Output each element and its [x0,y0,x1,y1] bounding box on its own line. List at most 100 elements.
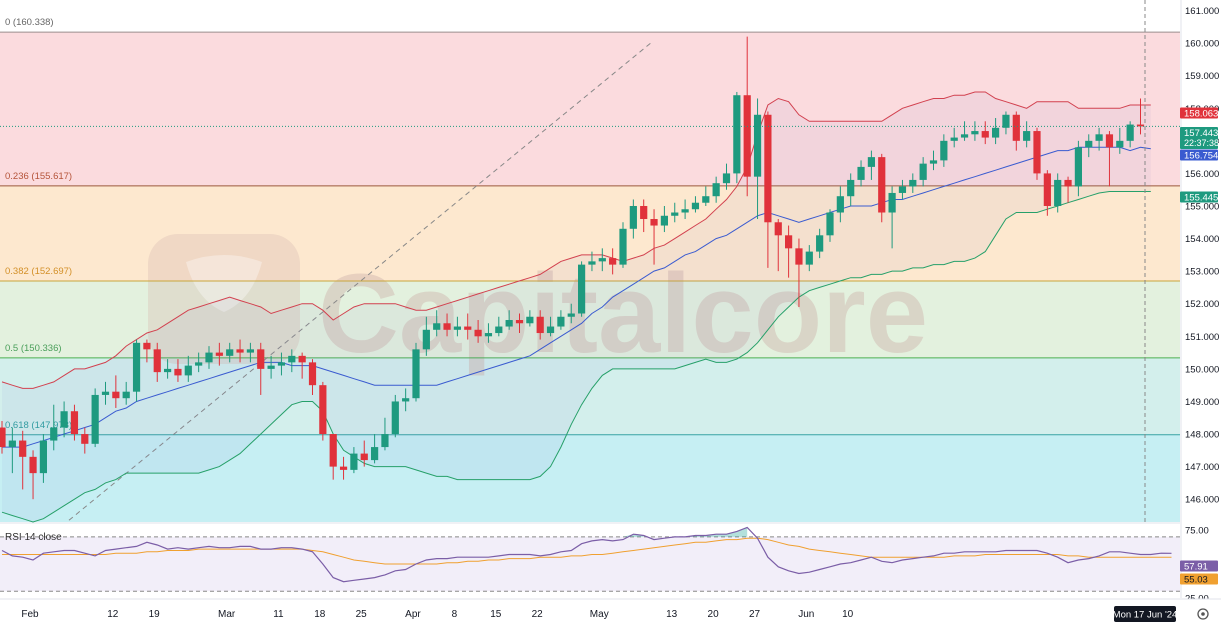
candle-up[interactable] [350,447,358,474]
candle-down[interactable] [19,430,27,490]
candle-down[interactable] [536,310,544,340]
candle-down[interactable] [81,427,89,454]
candle-up[interactable] [132,339,141,402]
candle-down[interactable] [339,456,348,480]
candle-down[interactable] [515,313,524,334]
candle-up[interactable] [60,401,68,438]
candle-up[interactable] [722,163,731,190]
candle-down[interactable] [1043,170,1051,216]
candle-up[interactable] [546,316,555,337]
candle-down[interactable] [112,375,120,408]
candle-down[interactable] [981,121,989,145]
candle-down[interactable] [236,339,244,363]
candle-up[interactable] [940,134,948,167]
candle-up[interactable] [195,352,203,373]
candle-up[interactable] [888,186,896,249]
candle-up[interactable] [101,381,110,405]
candle-up[interactable] [691,196,700,213]
candle-up[interactable] [1074,140,1082,197]
candle-up[interactable] [184,355,192,382]
candle-up[interactable] [495,316,503,337]
candle-up[interactable] [712,176,720,203]
candle-up[interactable] [526,310,534,327]
candle-up[interactable] [1116,127,1124,154]
candle-down[interactable] [764,111,772,268]
candle-down[interactable] [795,238,803,307]
candle-down[interactable] [640,199,648,233]
candle-down[interactable] [464,313,472,340]
candle-up[interactable] [826,209,834,242]
candle-down[interactable] [153,342,161,382]
candle-down[interactable] [878,153,886,223]
candle-up[interactable] [671,202,679,223]
candle-up[interactable] [857,160,865,187]
candle-down[interactable] [257,342,265,395]
candle-up[interactable] [402,388,410,412]
candle-up[interactable] [288,349,296,373]
candle-up[interactable] [246,342,254,363]
candle-up[interactable] [1002,111,1010,135]
candle-down[interactable] [329,434,337,480]
candle-up[interactable] [929,150,938,171]
candle-up[interactable] [226,342,234,363]
candle-down[interactable] [743,36,751,197]
candle-up[interactable] [805,245,813,272]
candle-up[interactable] [898,179,907,200]
candle-up[interactable] [598,248,606,272]
candle-up[interactable] [836,186,844,223]
candle-down[interactable] [143,339,151,363]
candle-down[interactable] [298,352,306,379]
candle-up[interactable] [267,355,275,379]
candle-down[interactable] [308,359,317,395]
candle-up[interactable] [371,434,379,464]
candle-down[interactable] [70,404,79,441]
candle-up[interactable] [1095,127,1103,151]
candle-up[interactable] [39,434,47,483]
candle-up[interactable] [992,118,1000,145]
candle-down[interactable] [319,381,327,441]
candle-up[interactable] [702,186,710,206]
candle-up[interactable] [453,316,461,337]
candle-up[interactable] [909,173,917,193]
candle-down[interactable] [0,421,6,454]
dashed-trendline[interactable] [61,41,653,527]
candle-down[interactable] [1033,127,1041,180]
candle-up[interactable] [567,303,575,324]
candle-down[interactable] [29,450,37,500]
candle-up[interactable] [619,222,627,268]
candle-up[interactable] [733,91,741,184]
candle-down[interactable] [774,219,782,272]
candle-down[interactable] [785,225,793,278]
candle-up[interactable] [919,157,927,187]
candle-up[interactable] [588,251,596,272]
trendline[interactable] [61,41,653,527]
candle-up[interactable] [753,98,762,220]
candle-up[interactable] [960,121,969,141]
candle-down[interactable] [1105,131,1114,187]
candle-up[interactable] [381,417,389,451]
candle-up[interactable] [91,388,99,448]
candle-up[interactable] [557,310,565,330]
candle-down[interactable] [1136,98,1145,135]
candle-up[interactable] [433,310,441,337]
candle-up[interactable] [971,121,979,141]
candle-up[interactable] [164,359,172,379]
candle-up[interactable] [681,199,689,220]
candle-up[interactable] [578,261,586,317]
candle-up[interactable] [50,404,58,451]
candle-down[interactable] [360,440,368,467]
candle-up[interactable] [950,127,958,148]
candle-up[interactable] [816,228,824,259]
candle-up[interactable] [422,316,430,356]
candle-up[interactable] [277,352,286,376]
candle-up[interactable] [8,427,16,474]
candle-up[interactable] [1126,121,1134,148]
candle-down[interactable] [174,359,182,382]
candle-up[interactable] [122,381,130,405]
candle-down[interactable] [1012,111,1020,151]
time-axis[interactable]: Feb 12 19 Mar 11 18 25 Apr 8 15 22 May 13 20 27 Jun 10 Mo… [0,598,1221,625]
price-axis[interactable]: 161.000160.000159.000158.000157.000156.0… [1180,0,1221,605]
candle-up[interactable] [1023,121,1031,148]
candle-down[interactable] [474,320,482,343]
candle-up[interactable] [660,205,668,233]
